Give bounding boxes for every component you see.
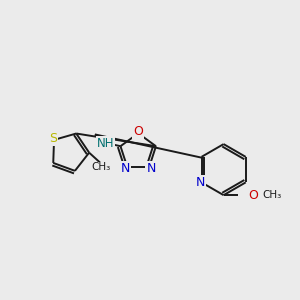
Text: N: N (146, 161, 156, 175)
Text: NH: NH (97, 137, 115, 150)
Text: CH₃: CH₃ (263, 190, 282, 200)
Text: N: N (196, 176, 205, 189)
Text: S: S (49, 132, 57, 145)
Text: O: O (133, 125, 143, 138)
Text: N: N (121, 161, 130, 175)
Text: CH₃: CH₃ (91, 162, 110, 172)
Text: O: O (248, 189, 258, 202)
